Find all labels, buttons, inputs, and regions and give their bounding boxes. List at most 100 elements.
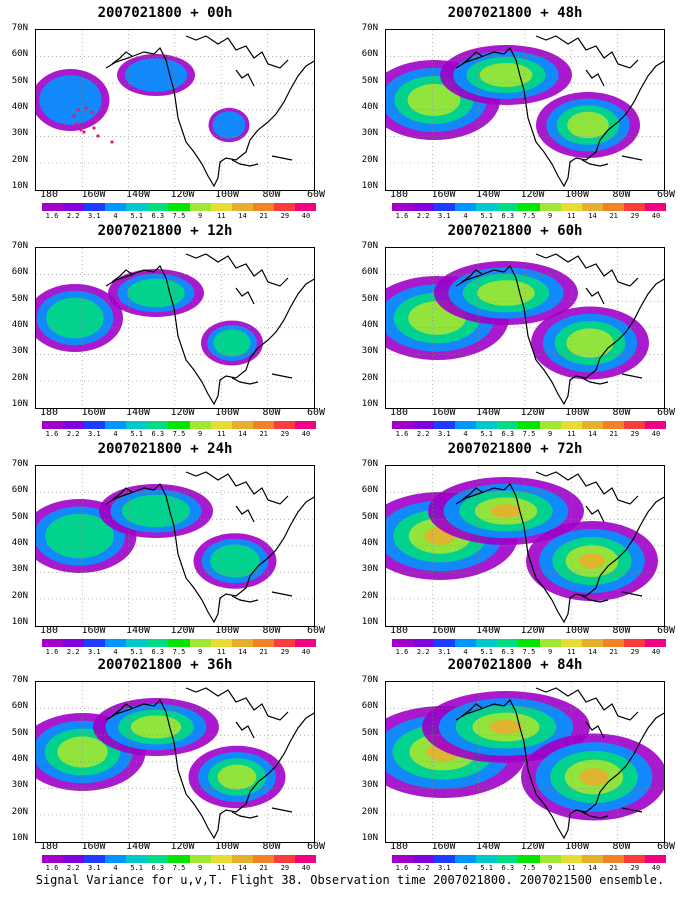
coastline <box>455 698 664 840</box>
colorbar-labels: 1.6 2.2 3.1 4 5.1 6.3 7.5 9 11 14 21 29 40 <box>392 212 666 222</box>
variance-contour <box>210 544 260 578</box>
x-tick-label: 120W <box>170 625 195 636</box>
colorbar-label: 11 <box>567 648 576 656</box>
map-svg <box>386 682 664 842</box>
flight-track-point <box>74 122 78 126</box>
colorbar-label: 1.6 <box>45 212 59 220</box>
map-plot <box>35 465 315 627</box>
colorbar-label: 9 <box>198 864 203 872</box>
x-tick-label: 180 <box>39 189 59 200</box>
colorbar-swatch <box>392 855 414 863</box>
map-svg <box>386 466 664 626</box>
flight-track-point <box>82 130 86 134</box>
colorbar-label: 3.1 <box>438 648 451 656</box>
colorbar-swatch <box>644 421 667 429</box>
variance-contour <box>45 513 114 559</box>
colorbar-label: 11 <box>217 430 226 438</box>
variance-contour <box>212 111 246 139</box>
x-tick-label: 80W <box>262 841 281 852</box>
x-tick-label: 140W <box>475 625 501 636</box>
colorbar-swatch <box>126 639 148 647</box>
y-tick-label: 50N <box>361 75 378 86</box>
panel-00h: 2007021800 + 00h 70N 60N 50N 40N 30N 20N 10N 18… <box>0 5 330 223</box>
colorbar-swatch <box>210 421 232 429</box>
y-tick-label: 30N <box>361 128 378 139</box>
colorbar-swatch <box>252 203 274 211</box>
y-tick-label: 10N <box>361 832 378 843</box>
colorbar-label: 7.5 <box>522 648 536 656</box>
colorbar-label: 1.6 <box>45 648 59 656</box>
x-tick-label: 60W <box>656 407 676 418</box>
flight-track-point <box>96 134 100 138</box>
map-plot <box>35 681 315 843</box>
coastline <box>455 482 664 624</box>
colorbar-swatch <box>42 421 64 429</box>
colorbar-swatch <box>539 639 561 647</box>
variance-contour <box>567 111 609 139</box>
x-tick-label: 100W <box>214 407 240 418</box>
colorbar-swatch <box>539 203 561 211</box>
colorbar-swatch <box>413 855 435 863</box>
x-tick-label: 60W <box>656 189 676 200</box>
x-tick-label: 120W <box>520 407 545 418</box>
colorbar-label: 1.6 <box>395 430 409 438</box>
colorbar-swatch <box>476 855 498 863</box>
y-tick-label: 40N <box>361 319 378 330</box>
y-tick-label: 60N <box>361 49 378 60</box>
colorbar-label: 11 <box>567 212 576 220</box>
colorbar-swatch <box>644 639 667 647</box>
x-tick-label: 160W <box>81 625 106 636</box>
panel-title: 2007021800 + 24h <box>97 441 233 457</box>
y-tick-label: 10N <box>11 616 28 627</box>
map-plot <box>35 29 315 191</box>
y-tick-label: 30N <box>11 564 28 575</box>
colorbar-label: 6.3 <box>501 430 515 438</box>
x-tick-label: 100W <box>214 189 240 200</box>
colorbar-swatch <box>294 855 317 863</box>
colorbar-label: 4 <box>113 864 118 872</box>
y-tick-label: 40N <box>11 753 28 764</box>
x-tick-label: 180 <box>389 189 409 200</box>
x-tick-label: 160W <box>431 189 456 200</box>
y-tick-label: 30N <box>361 564 378 575</box>
variance-contour <box>490 504 522 518</box>
x-tick-label: 140W <box>475 407 501 418</box>
colorbar-label: 1.6 <box>45 430 59 438</box>
colorbar-labels: 1.6 2.2 3.1 4 5.1 6.3 7.5 9 11 14 21 29 40 <box>42 430 316 440</box>
x-tick-label: 60W <box>306 189 326 200</box>
colorbar-swatch <box>518 639 540 647</box>
map-svg <box>36 248 314 408</box>
colorbar-swatch <box>273 203 295 211</box>
y-tick-label: 50N <box>361 293 378 304</box>
coastline <box>461 471 643 603</box>
x-tick-label: 180 <box>389 407 409 418</box>
colorbar-label: 7.5 <box>172 648 186 656</box>
colorbar-label: 40 <box>301 648 311 656</box>
map-plot <box>385 681 665 843</box>
y-tick-label: 70N <box>361 241 378 251</box>
colorbar-label: 29 <box>630 212 640 220</box>
flight-track-point <box>79 128 83 132</box>
colorbar-swatch <box>126 203 148 211</box>
panel-title: 2007021800 + 00h <box>97 5 233 21</box>
colorbar <box>392 421 667 429</box>
x-tick-label: 160W <box>81 407 106 418</box>
y-tick-label: 60N <box>11 485 28 496</box>
colorbar-label: 40 <box>651 430 661 438</box>
colorbar-swatch <box>560 421 582 429</box>
colorbar-swatch <box>392 203 414 211</box>
coastline <box>455 46 664 188</box>
colorbar-label: 40 <box>301 430 311 438</box>
colorbar-label: 21 <box>259 864 268 872</box>
colorbar-swatch <box>392 421 414 429</box>
colorbar-label: 6.3 <box>151 212 165 220</box>
colorbar-label: 29 <box>280 430 290 438</box>
colorbar-swatch <box>147 421 169 429</box>
y-tick-label: 20N <box>361 154 378 165</box>
colorbar-label: 14 <box>588 648 597 656</box>
colorbar-swatch <box>42 855 64 863</box>
y-tick-label: 70N <box>361 459 378 469</box>
colorbar-swatch <box>602 855 624 863</box>
colorbar <box>42 855 317 863</box>
y-tick-label: 20N <box>11 590 28 601</box>
